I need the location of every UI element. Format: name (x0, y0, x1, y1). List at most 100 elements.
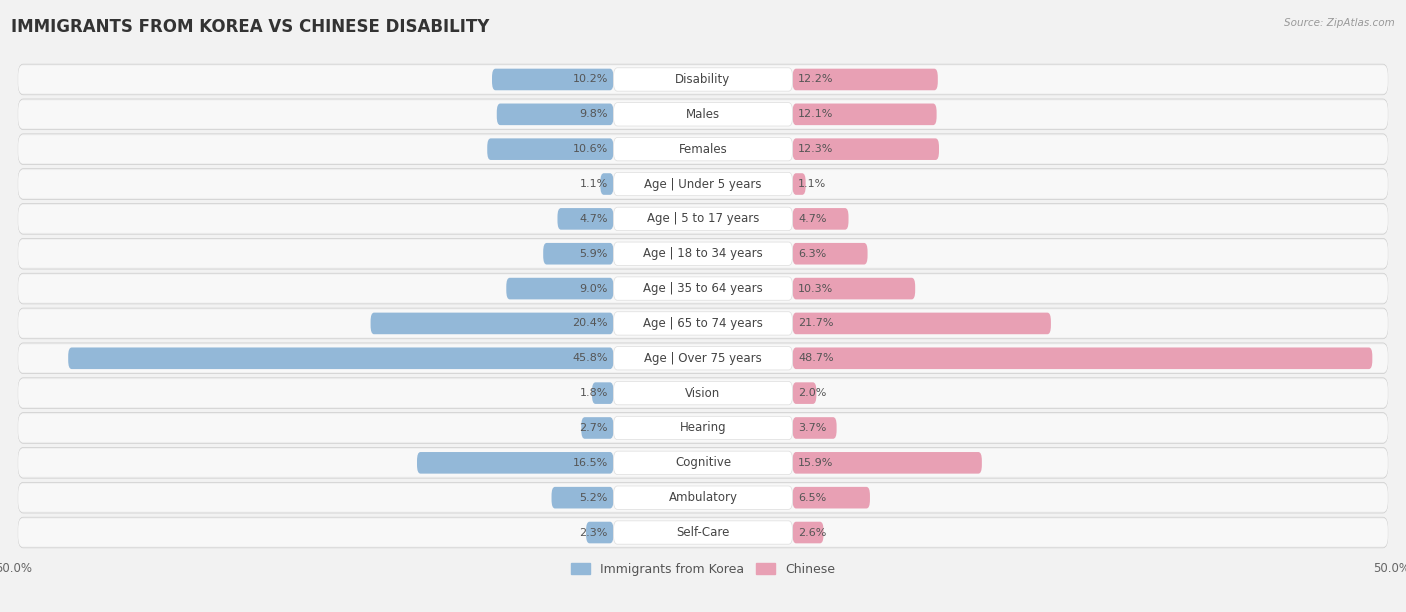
FancyBboxPatch shape (18, 482, 1388, 513)
Text: Age | 18 to 34 years: Age | 18 to 34 years (643, 247, 763, 260)
Text: Hearing: Hearing (679, 422, 727, 435)
FancyBboxPatch shape (18, 378, 1388, 408)
FancyBboxPatch shape (18, 345, 1388, 372)
Text: 2.6%: 2.6% (799, 528, 827, 537)
Text: Vision: Vision (685, 387, 721, 400)
FancyBboxPatch shape (793, 138, 939, 160)
Text: Ambulatory: Ambulatory (668, 491, 738, 504)
FancyBboxPatch shape (18, 414, 1388, 442)
FancyBboxPatch shape (18, 239, 1388, 269)
Text: 1.1%: 1.1% (579, 179, 607, 189)
Text: Cognitive: Cognitive (675, 457, 731, 469)
FancyBboxPatch shape (18, 169, 1388, 200)
Text: Age | 65 to 74 years: Age | 65 to 74 years (643, 317, 763, 330)
FancyBboxPatch shape (488, 138, 613, 160)
Text: Age | Over 75 years: Age | Over 75 years (644, 352, 762, 365)
FancyBboxPatch shape (613, 277, 793, 300)
FancyBboxPatch shape (418, 452, 613, 474)
Legend: Immigrants from Korea, Chinese: Immigrants from Korea, Chinese (567, 558, 839, 581)
FancyBboxPatch shape (793, 208, 848, 230)
Text: 4.7%: 4.7% (799, 214, 827, 224)
FancyBboxPatch shape (506, 278, 613, 299)
FancyBboxPatch shape (371, 313, 613, 334)
Text: 5.2%: 5.2% (579, 493, 607, 502)
FancyBboxPatch shape (18, 273, 1388, 304)
FancyBboxPatch shape (18, 518, 1388, 547)
FancyBboxPatch shape (18, 517, 1388, 548)
Text: 10.6%: 10.6% (572, 144, 607, 154)
Text: 2.3%: 2.3% (579, 528, 607, 537)
FancyBboxPatch shape (18, 204, 1388, 234)
Text: 4.7%: 4.7% (579, 214, 607, 224)
FancyBboxPatch shape (592, 382, 613, 404)
Text: Age | 5 to 17 years: Age | 5 to 17 years (647, 212, 759, 225)
Text: 12.3%: 12.3% (799, 144, 834, 154)
FancyBboxPatch shape (793, 452, 981, 474)
FancyBboxPatch shape (613, 103, 793, 126)
Text: 21.7%: 21.7% (799, 318, 834, 329)
FancyBboxPatch shape (18, 308, 1388, 339)
FancyBboxPatch shape (613, 68, 793, 91)
FancyBboxPatch shape (18, 170, 1388, 198)
Text: 20.4%: 20.4% (572, 318, 607, 329)
FancyBboxPatch shape (613, 486, 793, 509)
Text: 48.7%: 48.7% (799, 353, 834, 364)
FancyBboxPatch shape (18, 449, 1388, 477)
FancyBboxPatch shape (18, 275, 1388, 302)
FancyBboxPatch shape (18, 447, 1388, 478)
Text: 15.9%: 15.9% (799, 458, 834, 468)
FancyBboxPatch shape (558, 208, 613, 230)
FancyBboxPatch shape (18, 343, 1388, 373)
FancyBboxPatch shape (793, 382, 817, 404)
FancyBboxPatch shape (18, 240, 1388, 267)
FancyBboxPatch shape (600, 173, 613, 195)
FancyBboxPatch shape (793, 313, 1050, 334)
Text: IMMIGRANTS FROM KOREA VS CHINESE DISABILITY: IMMIGRANTS FROM KOREA VS CHINESE DISABIL… (11, 18, 489, 36)
Text: 6.5%: 6.5% (799, 493, 827, 502)
Text: 16.5%: 16.5% (572, 458, 607, 468)
Text: Self-Care: Self-Care (676, 526, 730, 539)
FancyBboxPatch shape (793, 278, 915, 299)
FancyBboxPatch shape (793, 69, 938, 91)
Text: 10.3%: 10.3% (799, 283, 834, 294)
FancyBboxPatch shape (613, 173, 793, 196)
Text: Disability: Disability (675, 73, 731, 86)
FancyBboxPatch shape (613, 416, 793, 439)
Text: 1.1%: 1.1% (799, 179, 827, 189)
Text: 12.1%: 12.1% (799, 110, 834, 119)
Text: 10.2%: 10.2% (572, 75, 607, 84)
FancyBboxPatch shape (543, 243, 613, 264)
FancyBboxPatch shape (793, 103, 936, 125)
FancyBboxPatch shape (18, 379, 1388, 407)
FancyBboxPatch shape (613, 451, 793, 474)
Text: Source: ZipAtlas.com: Source: ZipAtlas.com (1284, 18, 1395, 28)
FancyBboxPatch shape (793, 521, 824, 543)
Text: 2.0%: 2.0% (799, 388, 827, 398)
FancyBboxPatch shape (613, 242, 793, 266)
FancyBboxPatch shape (613, 207, 793, 231)
FancyBboxPatch shape (18, 412, 1388, 443)
FancyBboxPatch shape (581, 417, 613, 439)
FancyBboxPatch shape (496, 103, 613, 125)
FancyBboxPatch shape (69, 348, 613, 369)
FancyBboxPatch shape (18, 100, 1388, 129)
Text: Males: Males (686, 108, 720, 121)
FancyBboxPatch shape (793, 243, 868, 264)
Text: 3.7%: 3.7% (799, 423, 827, 433)
Text: Age | Under 5 years: Age | Under 5 years (644, 177, 762, 190)
FancyBboxPatch shape (613, 138, 793, 161)
FancyBboxPatch shape (793, 173, 806, 195)
FancyBboxPatch shape (613, 521, 793, 544)
FancyBboxPatch shape (18, 483, 1388, 512)
Text: 6.3%: 6.3% (799, 248, 827, 259)
Text: 12.2%: 12.2% (799, 75, 834, 84)
FancyBboxPatch shape (793, 487, 870, 509)
FancyBboxPatch shape (586, 521, 613, 543)
FancyBboxPatch shape (18, 99, 1388, 130)
Text: 5.9%: 5.9% (579, 248, 607, 259)
FancyBboxPatch shape (793, 417, 837, 439)
FancyBboxPatch shape (18, 134, 1388, 165)
Text: 45.8%: 45.8% (572, 353, 607, 364)
FancyBboxPatch shape (613, 312, 793, 335)
FancyBboxPatch shape (613, 346, 793, 370)
